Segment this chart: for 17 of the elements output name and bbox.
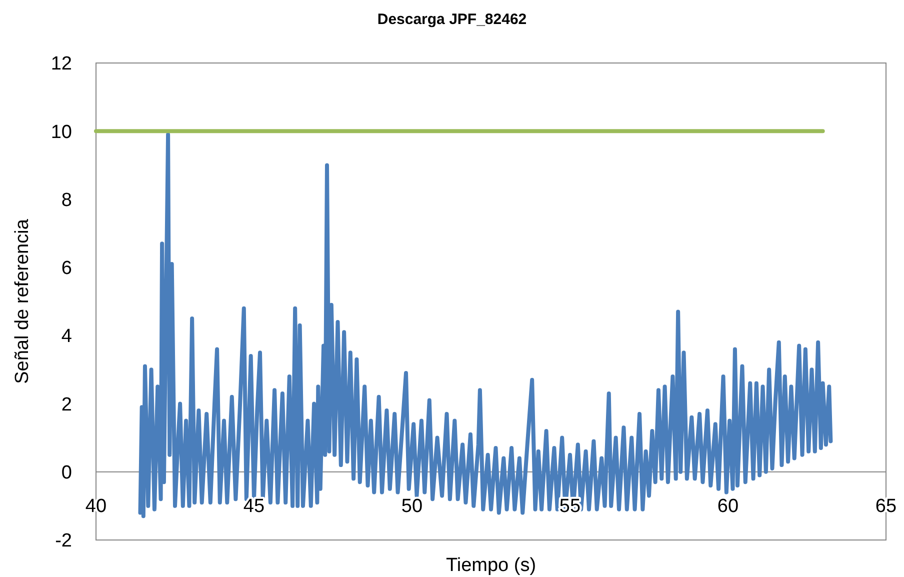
y-tick-label: 0: [61, 462, 72, 484]
y-axis-title: Señal de referencia: [12, 218, 33, 384]
y-tick-label: 8: [61, 190, 72, 211]
y-tick-label: 2: [61, 394, 72, 416]
y-tick-label: 6: [61, 258, 72, 280]
y-tick-label: 12: [50, 54, 72, 75]
y-tick-label: 10: [50, 122, 72, 143]
x-tick-label: 40: [85, 496, 107, 517]
x-tick-label: 60: [717, 496, 739, 517]
x-axis-title: Tiempo (s): [446, 555, 536, 576]
y-tick-label: 4: [61, 326, 72, 348]
chart-title: Descarga JPF_82462: [377, 11, 527, 28]
x-tick-label: 45: [243, 496, 265, 517]
x-tick-label: 65: [875, 496, 897, 517]
y-tick-label: -2: [55, 530, 72, 552]
x-tick-label: 50: [401, 496, 423, 517]
line-series: [138, 132, 833, 518]
